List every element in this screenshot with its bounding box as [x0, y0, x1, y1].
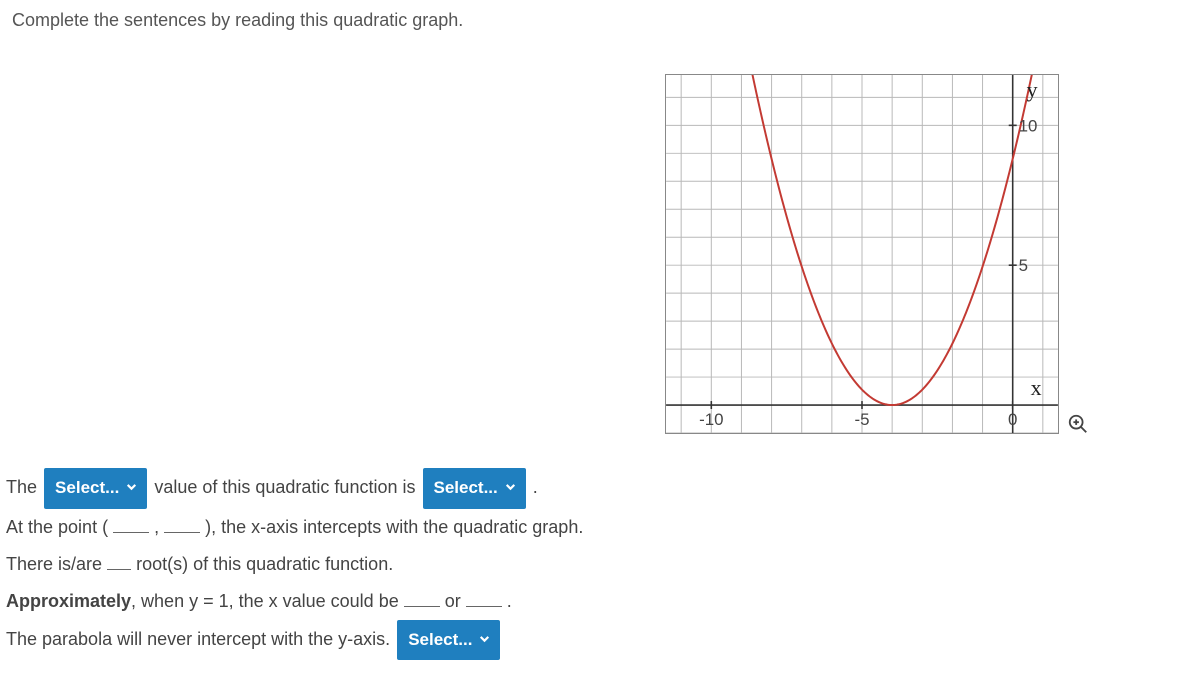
text: The	[6, 477, 37, 497]
sentence-1: The Select... value of this quadratic fu…	[6, 468, 583, 509]
sentence-2: At the point ( , ), the x-axis intercept…	[6, 509, 583, 546]
sentence-4: Approximately, when y = 1, the x value c…	[6, 583, 583, 620]
text: value of this quadratic function is	[154, 477, 415, 497]
instruction-text: Complete the sentences by reading this q…	[12, 10, 1192, 31]
svg-text:0: 0	[1008, 410, 1017, 429]
select-true-false[interactable]: Select...	[397, 620, 500, 661]
blank-x1[interactable]	[404, 589, 440, 607]
svg-text:5: 5	[1019, 256, 1028, 275]
text: root(s) of this quadratic function.	[136, 554, 393, 574]
blank-root-count[interactable]	[107, 552, 131, 570]
text: At the point (	[6, 517, 108, 537]
text: The parabola will never intercept with t…	[6, 629, 390, 649]
select-label: Select...	[434, 471, 498, 506]
chevron-down-icon	[125, 471, 138, 506]
chevron-down-icon	[478, 623, 491, 658]
text-bold: Approximately	[6, 591, 131, 611]
svg-text:-5: -5	[854, 410, 869, 429]
quadratic-chart: -10 -5 0 5 10 y x	[665, 74, 1059, 434]
svg-text:x: x	[1031, 376, 1042, 400]
select-minmax[interactable]: Select...	[44, 468, 147, 509]
select-label: Select...	[55, 471, 119, 506]
svg-text:y: y	[1027, 78, 1038, 102]
zoom-in-icon[interactable]	[1067, 413, 1089, 440]
select-label: Select...	[408, 623, 472, 658]
blank-x2[interactable]	[466, 589, 502, 607]
blank-y-coord[interactable]	[164, 515, 200, 533]
svg-text:10: 10	[1019, 116, 1038, 135]
sentences-block: The Select... value of this quadratic fu…	[6, 468, 583, 660]
text: ), the x-axis intercepts with the quadra…	[205, 517, 583, 537]
text: ,	[154, 517, 159, 537]
text: There is/are	[6, 554, 102, 574]
text: , when y = 1, the x value could be	[131, 591, 399, 611]
chart-container: -10 -5 0 5 10 y x	[665, 74, 1059, 434]
sentence-5: The parabola will never intercept with t…	[6, 620, 583, 661]
select-value[interactable]: Select...	[423, 468, 526, 509]
svg-text:-10: -10	[699, 410, 723, 429]
text: .	[533, 477, 538, 497]
text: .	[507, 591, 512, 611]
blank-x-coord[interactable]	[113, 515, 149, 533]
text: or	[445, 591, 461, 611]
sentence-3: There is/are root(s) of this quadratic f…	[6, 546, 583, 583]
chevron-down-icon	[504, 471, 517, 506]
